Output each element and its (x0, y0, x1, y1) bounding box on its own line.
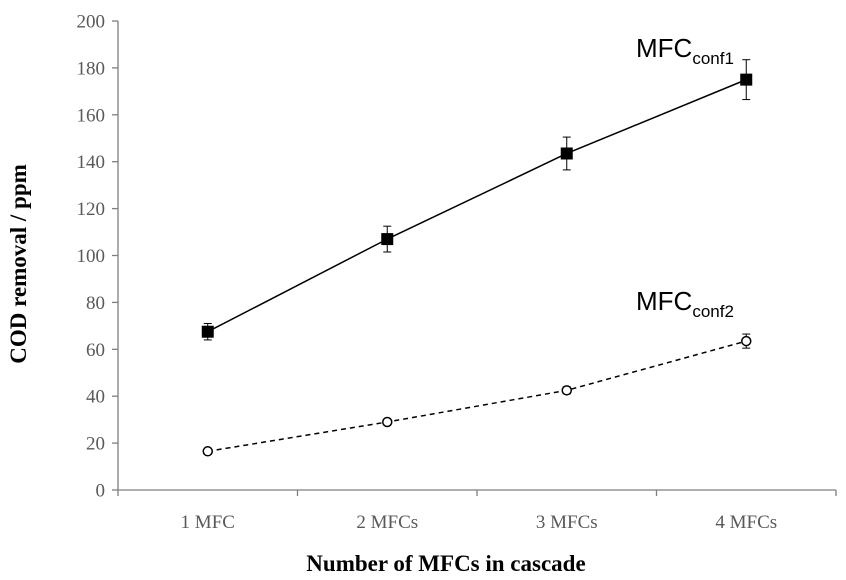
x-tick-label: 1 MFC (181, 512, 235, 533)
series-line (207, 78, 747, 333)
data-point (201, 325, 214, 338)
series-label-conf2-sub: conf2 (692, 302, 734, 321)
y-axis-title: COD removal / ppm (6, 164, 31, 364)
series-conf1 (201, 59, 753, 341)
y-tick-label: 0 (96, 481, 106, 502)
y-tick-label: 60 (86, 340, 105, 361)
data-point (561, 385, 572, 396)
x-tick-label: 3 MFCs (536, 512, 598, 533)
series-label-conf1-sub: conf1 (692, 49, 734, 68)
series-label-conf1: MFCconf1 (636, 33, 734, 68)
series-label-conf1-main: MFC (636, 33, 692, 63)
y-tick-label: 160 (77, 105, 106, 126)
y-tick-label: 40 (86, 387, 105, 408)
data-point (740, 73, 753, 86)
x-tick-label: 4 MFCs (715, 512, 777, 533)
data-point (381, 233, 394, 246)
y-axis-ticks: 0 20 40 60 80 100 120 140 160 180 200 (77, 12, 118, 502)
data-point (741, 335, 752, 347)
y-tick-label: 120 (77, 199, 106, 220)
axes (117, 21, 836, 491)
y-tick-label: 140 (77, 152, 106, 173)
y-tick-label: 180 (77, 58, 106, 79)
series-line (207, 340, 747, 453)
x-axis-ticks: 1 MFC 2 MFCs 3 MFCs 4 MFCs (117, 490, 837, 533)
y-tick-label: 100 (77, 246, 106, 267)
data-point (382, 416, 393, 428)
data-point (202, 446, 213, 457)
series-label-conf2-main: MFC (636, 286, 692, 316)
y-tick-label: 200 (77, 12, 106, 33)
y-tick-label: 20 (86, 434, 105, 455)
series-layer (201, 59, 753, 457)
x-tick-label: 2 MFCs (356, 512, 418, 533)
data-point (560, 147, 573, 160)
series-label-conf2: MFCconf2 (636, 286, 734, 321)
y-tick-label: 80 (86, 293, 105, 314)
x-axis-title: Number of MFCs in cascade (306, 551, 585, 576)
series-conf2 (202, 333, 752, 457)
